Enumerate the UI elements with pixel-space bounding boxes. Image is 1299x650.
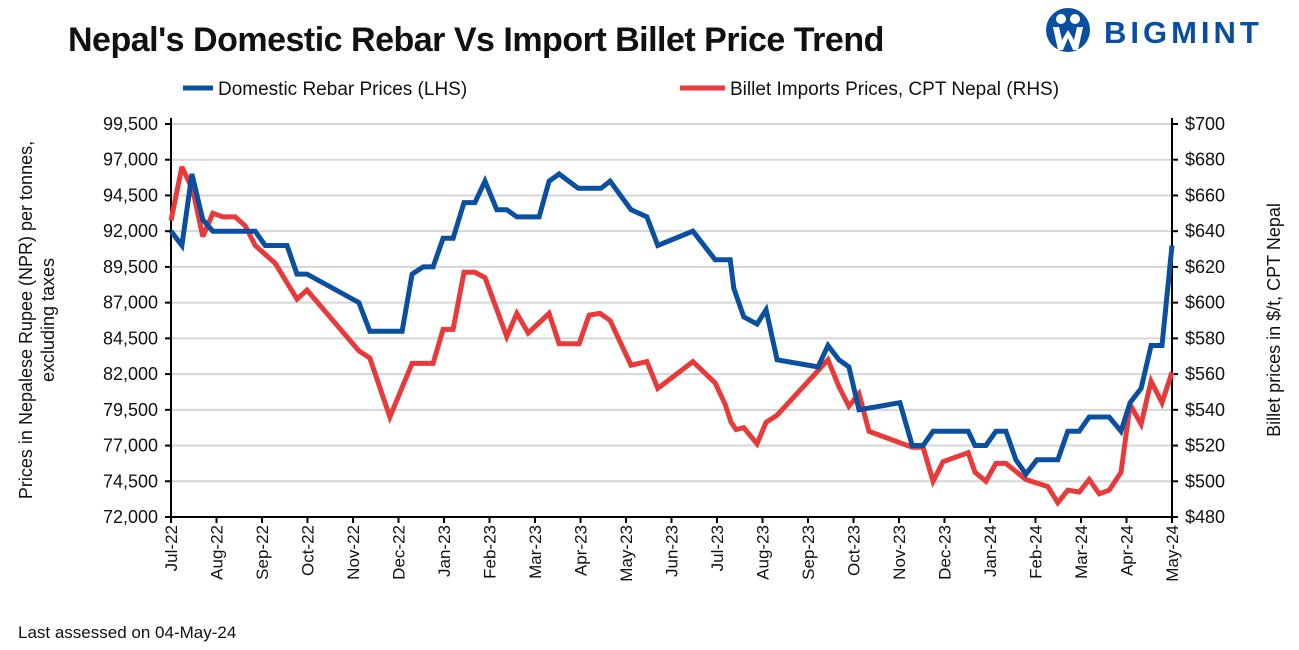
x-tick-label: Apr-24 — [1118, 525, 1137, 576]
y-axis-label-line2: excluding taxes — [38, 258, 58, 382]
rebar-price-line — [169, 170, 1175, 479]
y-tick-label: 99,500 — [103, 114, 158, 134]
x-tick-label: Nov-22 — [344, 525, 363, 580]
x-tick-label: Jan-23 — [435, 525, 454, 577]
axes — [165, 118, 1178, 523]
x-tick-label: Oct-22 — [299, 525, 318, 576]
x-tick-label: Dec-23 — [936, 525, 955, 580]
x-tick-label: Jul-23 — [708, 525, 727, 571]
x-tick-label: May-24 — [1163, 525, 1182, 582]
y-tick-label: 89,500 — [103, 257, 158, 277]
y2-tick-label: $620 — [1185, 257, 1225, 277]
y2-axis-label: Billet prices in $/t, CPT Nepal — [1264, 203, 1284, 437]
y-tick-label: 72,000 — [103, 507, 158, 527]
x-tick-label: Sep-22 — [253, 525, 272, 580]
logo-people-icon — [1046, 8, 1090, 52]
y2-tick-label: $640 — [1185, 221, 1225, 241]
y-tick-label: 97,000 — [103, 150, 158, 170]
y-tick-label: 74,500 — [103, 471, 158, 491]
legend-label-rebar: Domestic Rebar Prices (LHS) — [218, 79, 467, 100]
y2-tick-label: $540 — [1185, 400, 1225, 420]
x-tick-labels: Jul-22 Aug-22 Sep-22 Oct-22 Nov-22 Dec-22 Jan-… — [162, 525, 1182, 582]
y2-tick-label: $580 — [1185, 328, 1225, 348]
x-tick-label: Jul-22 — [162, 525, 181, 571]
x-tick-label: Feb-23 — [481, 525, 500, 579]
chart-title: Nepal's Domestic Rebar Vs Import Billet … — [68, 21, 884, 59]
series-lines — [168, 165, 1175, 508]
x-tick-label: Apr-23 — [572, 525, 591, 576]
y2-tick-labels: $480 $500 $520 $540 $560 $580 $600 $620 $640 $660… — [1185, 114, 1225, 527]
x-tick-label: Sep-23 — [799, 525, 818, 580]
y-tick-label: 87,000 — [103, 293, 158, 313]
bigmint-logo: BIGMINT — [1046, 8, 1263, 52]
y-axis-label-line1: Prices in Nepalese Rupee (NPR) per tonne… — [16, 141, 36, 499]
y-tick-label: 84,500 — [103, 328, 158, 348]
y-tick-label: 77,000 — [103, 436, 158, 456]
billet-price-line — [168, 165, 1175, 508]
legend-label-billet: Billet Imports Prices, CPT Nepal (RHS) — [730, 79, 1059, 100]
x-tick-label: Oct-23 — [845, 525, 864, 576]
y2-tick-label: $680 — [1185, 150, 1225, 170]
x-tick-label: Jun-23 — [663, 525, 682, 577]
y2-tick-label: $560 — [1185, 364, 1225, 384]
gridlines — [171, 123, 1172, 483]
footer-last-assessed: Last assessed on 04-May-24 — [18, 623, 236, 642]
x-tick-label: Mar-24 — [1072, 525, 1091, 579]
x-tick-label: Mar-23 — [526, 525, 545, 579]
legend: Domestic Rebar Prices (LHS) Billet Impor… — [183, 79, 1059, 100]
y-tick-label: 82,000 — [103, 364, 158, 384]
y2-tick-label: $660 — [1185, 185, 1225, 205]
x-tick-label: Jan-24 — [981, 525, 1000, 577]
x-tick-label: Aug-22 — [208, 525, 227, 580]
y-tick-labels: 72,000 74,500 77,000 79,500 82,000 84,500 87,0… — [103, 114, 158, 527]
x-tick-label: Nov-23 — [890, 525, 909, 580]
y2-tick-label: $700 — [1185, 114, 1225, 134]
y-tick-label: 79,500 — [103, 400, 158, 420]
y-tick-label: 92,000 — [103, 221, 158, 241]
x-tick-label: Aug-23 — [754, 525, 773, 580]
x-tick-label: Dec-22 — [390, 525, 409, 580]
y2-tick-label: $520 — [1185, 436, 1225, 456]
x-tick-label: Feb-24 — [1027, 525, 1046, 579]
y2-tick-label: $600 — [1185, 293, 1225, 313]
x-tick-label: May-23 — [617, 525, 636, 582]
y2-tick-label: $480 — [1185, 507, 1225, 527]
y-tick-label: 94,500 — [103, 185, 158, 205]
logo-text: BIGMINT — [1104, 15, 1263, 50]
y2-tick-label: $500 — [1185, 471, 1225, 491]
